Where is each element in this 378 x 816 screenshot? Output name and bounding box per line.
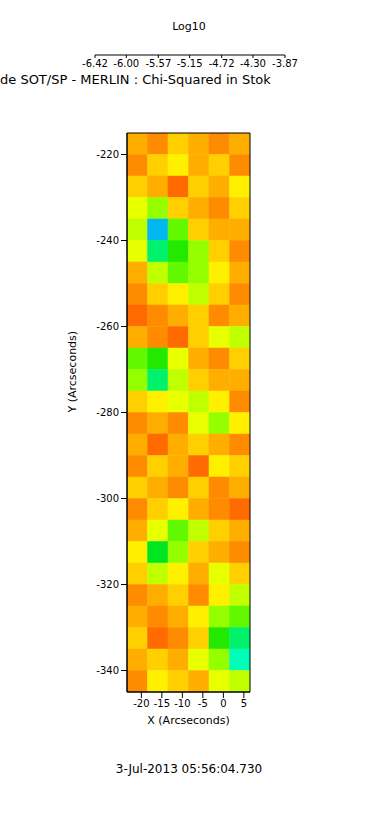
svg-text:-5.15: -5.15 (177, 58, 203, 69)
svg-text:-5: -5 (198, 698, 208, 709)
svg-text:-20: -20 (133, 698, 149, 709)
svg-text:5: 5 (241, 698, 247, 709)
html-text:3-Jul-2013 05:56:04.730: 3-Jul-2013 05:56:04.730 (115, 762, 263, 776)
svg-text:-260: -260 (96, 321, 119, 332)
svg-text:-320: -320 (96, 579, 119, 590)
svg-text:-220: -220 (96, 149, 119, 160)
svg-text:0: 0 (220, 698, 226, 709)
html-text:Log10: Log10 (172, 20, 206, 33)
svg-text:-6.42: -6.42 (82, 58, 108, 69)
svg-text:-340: -340 (96, 665, 119, 676)
svg-text:-5.57: -5.57 (145, 58, 171, 69)
svg-text:-280: -280 (96, 407, 119, 418)
svg-text:-6.00: -6.00 (113, 58, 139, 69)
svg-text:-15: -15 (154, 698, 170, 709)
svg-text:-4.30: -4.30 (240, 58, 266, 69)
html-text:de SOT/SP - MERLIN : Chi-Squar: de SOT/SP - MERLIN : Chi-Squared in Stok (0, 72, 271, 87)
svg-text:Y (Arcseconds): Y (Arcseconds) (66, 331, 79, 414)
svg-text:X (Arcseconds): X (Arcseconds) (147, 714, 229, 727)
svg-text:-10: -10 (174, 698, 190, 709)
svg-text:-3.87: -3.87 (272, 58, 298, 69)
svg-text:-240: -240 (96, 235, 119, 246)
svg-text:-300: -300 (96, 493, 119, 504)
svg-text:-4.72: -4.72 (209, 58, 235, 69)
